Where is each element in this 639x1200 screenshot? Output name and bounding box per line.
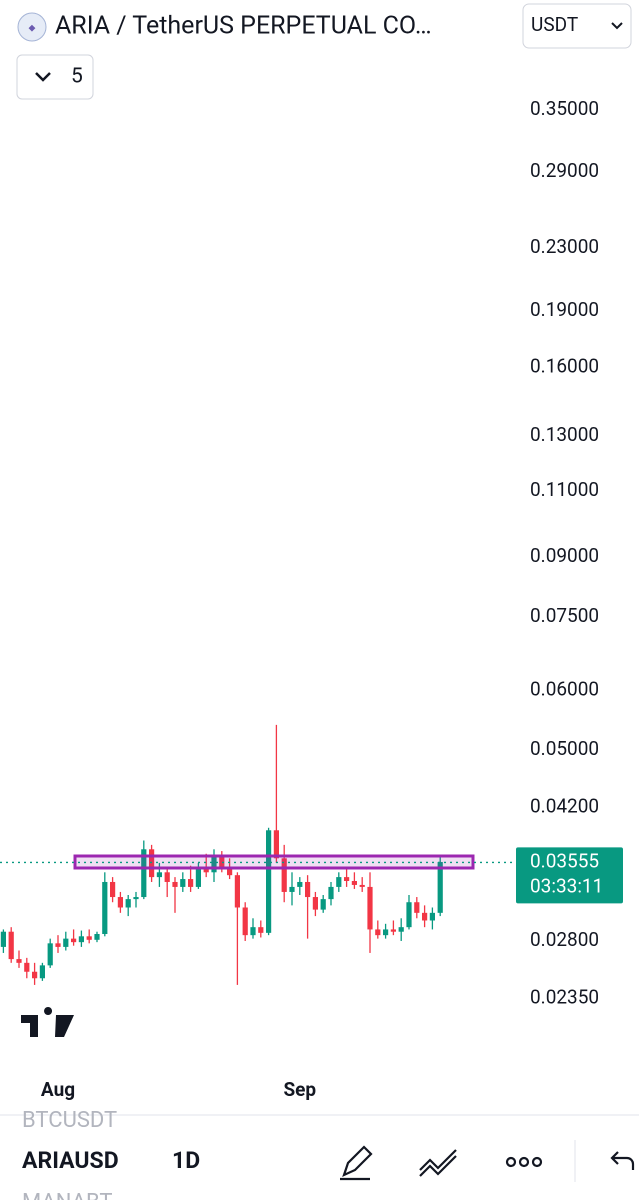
candle-body xyxy=(39,965,45,979)
candle-body xyxy=(8,931,14,960)
currency-select[interactable] xyxy=(522,3,632,49)
indicators-chevron xyxy=(35,72,51,82)
interval[interactable]: 1D xyxy=(172,1147,200,1174)
symbol-current[interactable]: ARIAUSD xyxy=(22,1147,119,1174)
y-tick-label: 0.23000 xyxy=(530,235,599,258)
y-tick-label: 0.04200 xyxy=(530,795,599,818)
candle-body xyxy=(437,861,443,913)
candle-body xyxy=(0,931,6,947)
more-icon[interactable] xyxy=(505,1156,543,1168)
currency-label[interactable]: USDT xyxy=(531,13,578,36)
candle-body xyxy=(383,929,389,936)
candle-body xyxy=(258,927,264,933)
candle-body xyxy=(63,938,69,947)
x-tick-label: Sep xyxy=(283,1078,316,1101)
candle-body xyxy=(86,936,92,940)
candle-body xyxy=(289,886,295,892)
candle-body xyxy=(164,872,170,882)
symbol-prev[interactable]: BTCUSDT xyxy=(22,1108,117,1133)
candle-body xyxy=(117,897,123,908)
y-tick-label: 0.11000 xyxy=(530,478,599,501)
y-tick-label: 0.06000 xyxy=(530,677,599,700)
candle-body xyxy=(78,936,84,943)
indicators-count[interactable]: 5 xyxy=(71,65,83,89)
y-tick-label: 0.13000 xyxy=(530,423,599,446)
candle-body xyxy=(273,830,279,859)
candle-body xyxy=(211,856,217,873)
candle-body xyxy=(281,858,287,892)
y-tick-label: 0.09000 xyxy=(530,544,599,567)
candle-body xyxy=(344,877,350,881)
countdown-label: 03:33:11 xyxy=(530,874,603,897)
currency-chevron xyxy=(611,22,623,30)
candle-body xyxy=(250,927,256,936)
candle-body xyxy=(195,869,201,887)
candle-body xyxy=(156,872,162,878)
candle-body xyxy=(172,881,178,887)
candle-body xyxy=(32,971,38,979)
y-tick-label: 0.05000 xyxy=(530,737,599,760)
indicators-toggle[interactable] xyxy=(16,54,94,100)
candle-body xyxy=(141,849,147,898)
candle-body xyxy=(429,912,435,921)
candle-body xyxy=(47,943,53,966)
coin-icon xyxy=(17,12,47,42)
candle-body xyxy=(234,875,240,908)
symbol-next[interactable]: MANABT xyxy=(22,1190,113,1200)
candle-body xyxy=(390,929,396,932)
candle-body xyxy=(219,856,225,868)
candle-body xyxy=(375,929,381,936)
back-icon[interactable] xyxy=(610,1151,635,1170)
y-tick-label: 0.19000 xyxy=(530,298,599,321)
candle-body xyxy=(125,899,131,908)
candle-body xyxy=(336,877,342,887)
candle-body xyxy=(94,934,100,940)
y-tick-label: 0.07500 xyxy=(530,604,599,627)
candle-body xyxy=(203,869,209,873)
candle-body xyxy=(398,927,404,932)
candle-body xyxy=(422,912,428,921)
candle-body xyxy=(414,902,420,913)
candle-body xyxy=(110,881,116,898)
x-tick-label: Aug xyxy=(41,1078,75,1101)
y-tick-label: 0.02800 xyxy=(530,928,599,951)
candle-body xyxy=(180,879,186,887)
candle-body xyxy=(312,897,318,910)
candle-body xyxy=(266,830,272,933)
candle-body xyxy=(359,884,365,887)
candle-body xyxy=(102,881,108,935)
tv-logo xyxy=(21,1007,74,1037)
symbol-title[interactable]: ARIA / TetherUS PERPETUAL CO… xyxy=(55,12,432,41)
candle-body xyxy=(133,897,139,900)
last-price-label: 0.03555 xyxy=(530,849,599,872)
candle-body xyxy=(297,881,303,887)
candle-body xyxy=(149,849,155,878)
candle-body xyxy=(305,881,311,898)
trend-icon[interactable] xyxy=(419,1149,457,1177)
candle-body xyxy=(320,899,326,910)
candle-body xyxy=(16,959,22,963)
y-tick-label: 0.02350 xyxy=(530,986,599,1009)
y-tick-label: 0.29000 xyxy=(530,159,599,182)
coin-icon-glyph: ◆ xyxy=(29,23,36,33)
candle-body xyxy=(24,962,30,972)
last-price-tag xyxy=(516,847,623,904)
candle-body xyxy=(71,938,77,943)
candle-body xyxy=(328,886,334,900)
candle-body xyxy=(188,879,194,887)
candle-body xyxy=(406,902,412,928)
drawn-rectangle[interactable] xyxy=(73,854,475,870)
candle-body xyxy=(242,907,248,936)
plot-area xyxy=(0,724,443,985)
candle-body xyxy=(55,943,61,947)
y-tick-label: 0.16000 xyxy=(530,355,599,378)
y-tick-label: 0.35000 xyxy=(530,97,599,120)
candle-body xyxy=(351,880,357,885)
draw-icon[interactable] xyxy=(340,1145,373,1181)
candle-body xyxy=(367,886,373,930)
candle-body xyxy=(227,867,233,876)
